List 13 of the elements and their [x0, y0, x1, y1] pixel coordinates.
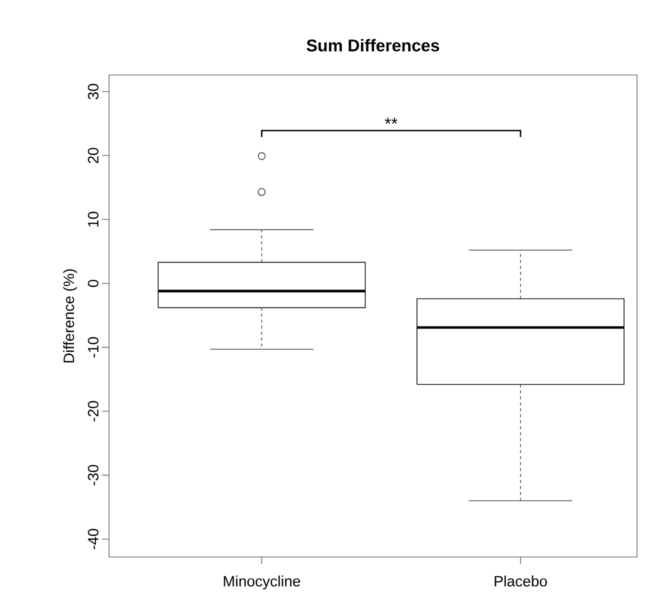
x-tick-label: Minocycline: [224, 576, 300, 590]
y-tick-label: -10: [88, 337, 98, 358]
y-tick-label: -40: [88, 528, 98, 550]
chart-title: Sum Differences: [306, 39, 440, 52]
y-tick-label: 0: [88, 280, 98, 287]
annotation: **: [384, 118, 398, 124]
y-tick-label: -30: [88, 464, 98, 486]
x-tick-label: Placebo: [494, 576, 547, 586]
y-tick-label: 10: [88, 212, 98, 227]
y-axis-title: Difference (%): [63, 269, 78, 362]
y-tick-label: 20: [88, 148, 98, 164]
y-tick-label: -20: [88, 401, 98, 422]
y-tick-label: 30: [88, 84, 98, 100]
